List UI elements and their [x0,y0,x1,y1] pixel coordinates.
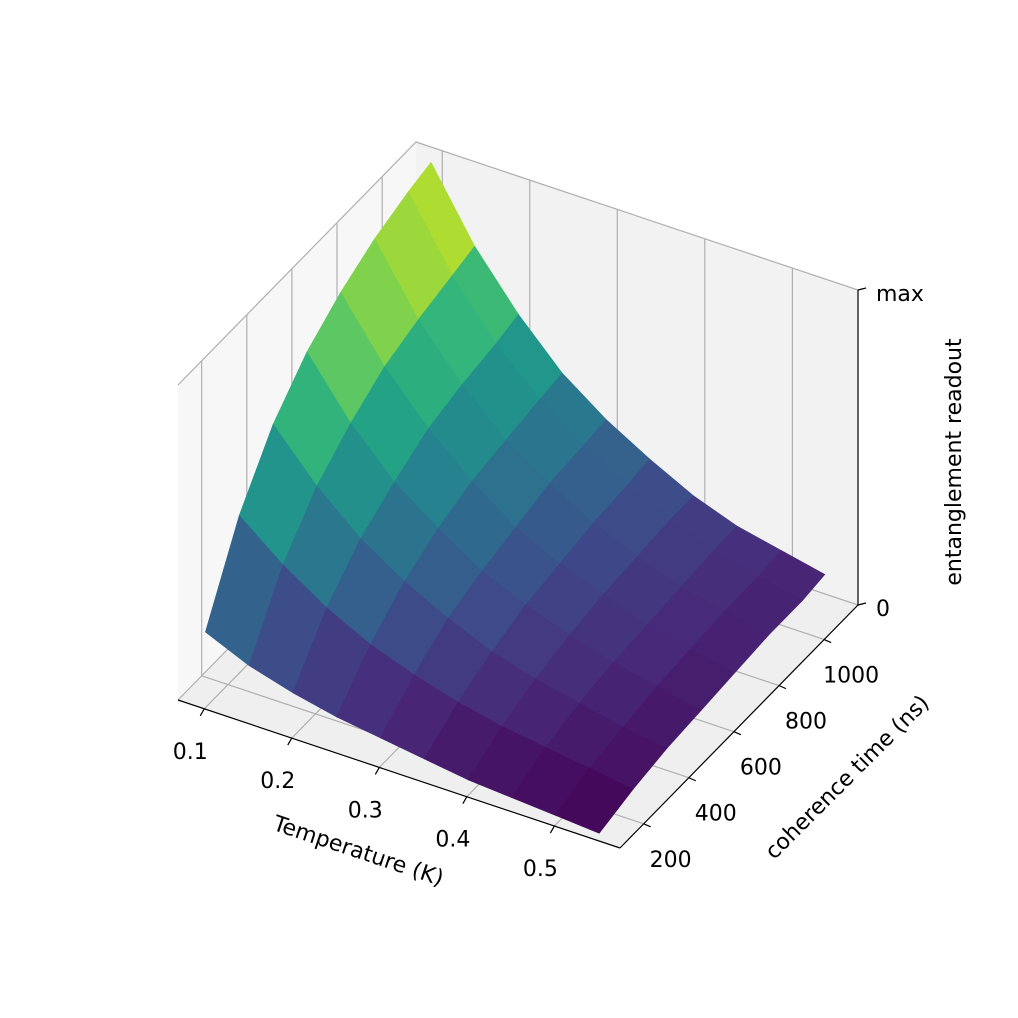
x-tick [199,708,205,717]
x-tick-label: 0.4 [435,828,470,853]
z-tick [857,602,867,606]
y-tick [643,823,651,828]
z-tick [857,287,867,291]
z-tick-label: max [876,282,924,307]
x-tick-label: 0.5 [523,857,558,882]
z-grid-line [177,141,859,386]
y-tick-label: 1000 [823,664,879,689]
z-axis-label: entanglement readout [942,338,967,586]
x-tick-label: 0.3 [348,798,383,823]
y-tick [778,685,787,690]
y-tick-label: 400 [695,802,737,827]
y-tick-label: 600 [740,756,782,781]
x-tick [374,767,380,775]
y-tick [688,777,697,782]
y-tick-label: 800 [785,710,827,735]
x-tick-label: 0.2 [260,769,295,794]
x-tick-label: 0.1 [173,740,208,765]
y-tick [823,638,832,644]
x-axis-line [177,699,621,849]
y-axis-line [619,604,859,849]
y-tick-label: 200 [650,848,692,873]
z-tick-label: 0 [876,597,890,622]
surface-patch [555,767,634,834]
y-tick [733,731,742,736]
x-tick [549,825,555,834]
x-tick [287,737,293,746]
x-tick [462,796,468,805]
